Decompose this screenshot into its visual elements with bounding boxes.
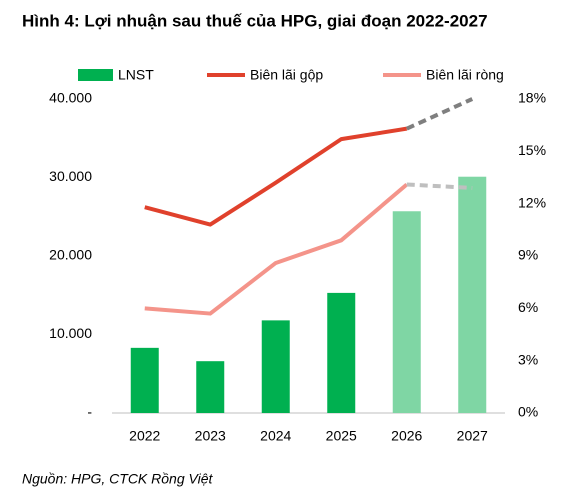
x-tick-label: 2024 xyxy=(260,428,291,444)
legend-label: Biên lãi ròng xyxy=(426,67,504,83)
chart-title: Hình 4: Lợi nhuận sau thuế của HPG, giai… xyxy=(22,11,488,30)
legend-label: Biên lãi gộp xyxy=(250,67,323,83)
bar xyxy=(392,211,421,413)
y-tick-label: - xyxy=(87,404,92,420)
y-tick-label: 20.000 xyxy=(49,247,92,263)
y2-tick-label: 6% xyxy=(518,299,538,315)
source-note: Nguồn: HPG, CTCK Rồng Việt xyxy=(22,471,213,487)
x-tick-label: 2025 xyxy=(326,428,357,444)
y2-tick-label: 0% xyxy=(518,404,538,420)
x-tick-label: 2027 xyxy=(457,428,488,444)
bar xyxy=(261,320,290,413)
y2-tick-label: 12% xyxy=(518,194,546,210)
y-tick-label: 40.000 xyxy=(49,90,92,106)
bar xyxy=(458,176,487,413)
bar xyxy=(130,347,159,413)
y2-tick-label: 9% xyxy=(518,247,538,263)
legend-label: LNST xyxy=(118,67,154,83)
x-tick-label: 2023 xyxy=(195,428,226,444)
y-tick-label: 30.000 xyxy=(49,168,92,184)
y2-tick-label: 18% xyxy=(518,90,546,106)
bar xyxy=(327,292,356,413)
y2-tick-label: 15% xyxy=(518,142,546,158)
x-tick-label: 2022 xyxy=(129,428,160,444)
x-tick-label: 2026 xyxy=(391,428,422,444)
projected-line xyxy=(406,182,473,190)
bar xyxy=(196,361,225,413)
line xyxy=(144,182,409,316)
legend-swatch xyxy=(78,69,113,81)
line xyxy=(144,126,408,227)
projected-line xyxy=(405,97,474,131)
y-tick-label: 10.000 xyxy=(49,325,92,341)
y2-tick-label: 3% xyxy=(518,351,538,367)
